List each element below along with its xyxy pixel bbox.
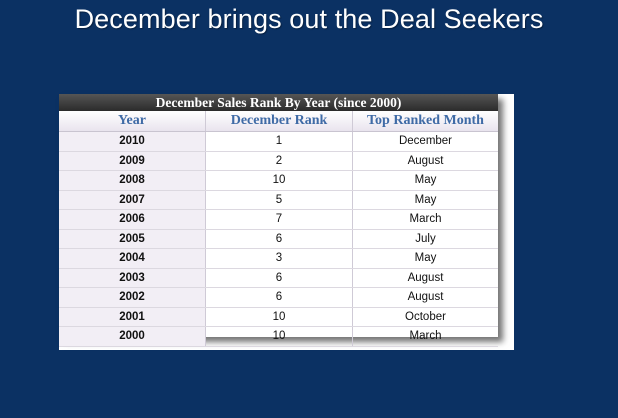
table-row: 2003 6 August — [59, 268, 498, 288]
year-cell: 2007 — [59, 190, 206, 209]
table-row: 2000 10 March — [59, 327, 498, 347]
month-cell: May — [414, 252, 437, 264]
table-row: 2010 1 December — [59, 132, 498, 152]
year-cell: 2006 — [59, 210, 206, 229]
slide-title: December brings out the Deal Seekers — [74, 4, 544, 34]
rank-cell: 5 — [206, 190, 353, 209]
rank-cell: 6 — [206, 268, 353, 287]
sales-rank-table: December Sales Rank By Year (since 2000)… — [59, 94, 498, 347]
table-caption: December Sales Rank By Year (since 2000) — [59, 94, 498, 111]
month-cell: May — [414, 193, 437, 206]
month-cell: October — [405, 310, 446, 323]
column-header-year: Year — [59, 111, 206, 131]
rank-cell: 6 — [206, 229, 353, 248]
year-cell: 2002 — [59, 288, 206, 307]
month-cell: July — [415, 232, 436, 245]
table-row: 2004 3 May — [59, 249, 498, 269]
year-cell: 2005 — [59, 229, 206, 248]
year-cell: 2008 — [59, 171, 206, 190]
table-body: 2010 1 December 2009 2 August 2008 10 Ma… — [59, 132, 498, 347]
month-cell: December — [398, 135, 453, 147]
column-header-december-rank: December Rank — [206, 111, 353, 131]
rank-cell: 1 — [206, 132, 353, 151]
month-cell: August — [407, 271, 444, 284]
table-header-row: Year December Rank Top Ranked Month — [59, 111, 498, 132]
table-row: 2008 10 May — [59, 171, 498, 191]
year-cell: 2003 — [59, 268, 206, 287]
rank-cell: 7 — [206, 210, 353, 229]
year-cell: 2010 — [59, 132, 206, 151]
year-cell: 2004 — [59, 249, 206, 268]
year-cell: 2001 — [59, 307, 206, 326]
rank-cell: 6 — [206, 288, 353, 307]
table-row: 2009 2 August — [59, 151, 498, 171]
month-cell: August — [407, 291, 444, 303]
year-cell: 2009 — [59, 151, 206, 170]
rank-cell: 10 — [206, 307, 353, 326]
table-row: 2002 6 August — [59, 288, 498, 308]
column-header-top-ranked-month: Top Ranked Month — [367, 113, 484, 128]
table-row: 2007 5 May — [59, 190, 498, 210]
month-cell: March — [409, 213, 442, 225]
table-row: 2001 10 October — [59, 307, 498, 327]
month-cell: May — [414, 174, 437, 186]
table-card: December Sales Rank By Year (since 2000)… — [59, 94, 514, 350]
year-cell: 2000 — [59, 327, 206, 346]
month-cell: August — [407, 154, 444, 167]
rank-cell: 10 — [206, 327, 353, 346]
table-row: 2005 6 July — [59, 229, 498, 249]
month-cell: March — [409, 330, 442, 342]
table-row: 2006 7 March — [59, 210, 498, 230]
rank-cell: 10 — [206, 171, 353, 190]
rank-cell: 2 — [206, 151, 353, 170]
rank-cell: 3 — [206, 249, 353, 268]
